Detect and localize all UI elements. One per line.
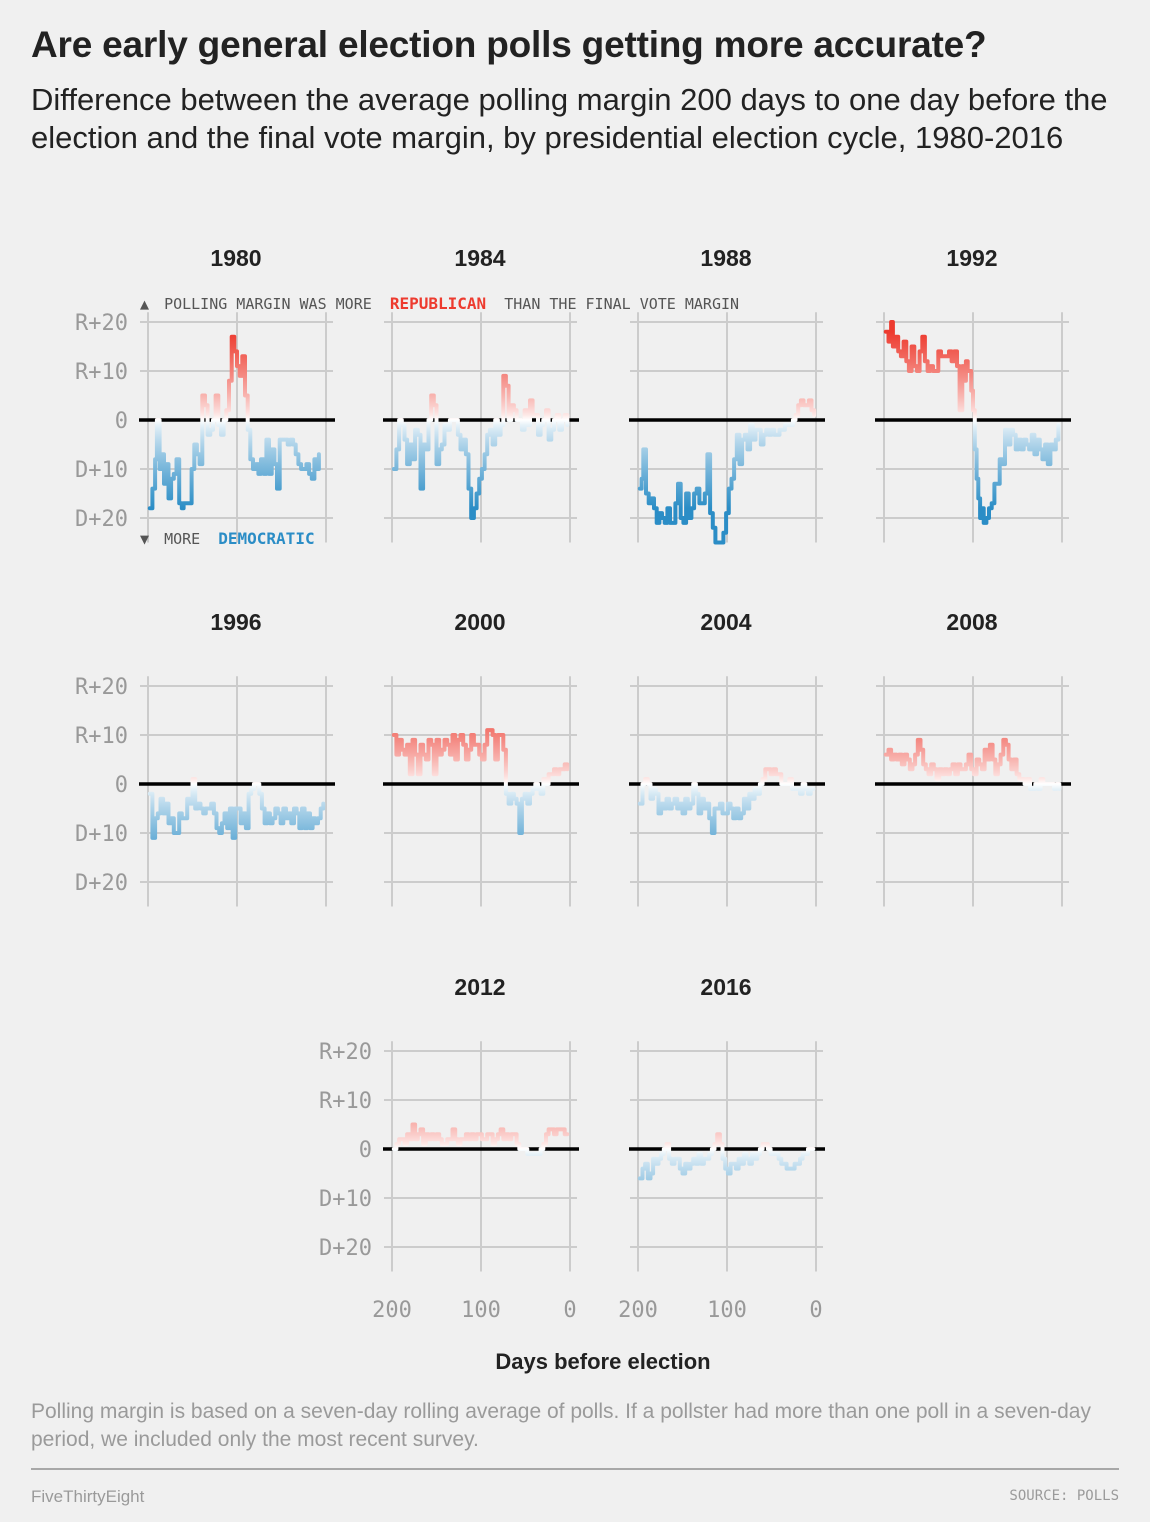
panel-title: 2012	[454, 974, 505, 1000]
panel-title: 1988	[700, 245, 751, 271]
panel-2012: 2012 R+20 R+10 0 D+10 D+20 200 100 0	[319, 974, 579, 1323]
dem-annotation-word: DEMOCRATIC	[218, 529, 314, 548]
x-tick-label: 0	[809, 1298, 822, 1323]
arrow-up-icon: ▲	[140, 295, 149, 313]
panel-title: 1996	[210, 609, 261, 635]
y-tick-label: 0	[115, 409, 128, 434]
panel-title: 2016	[700, 974, 751, 1000]
series-line-1988	[637, 398, 817, 545]
panel-title: 1992	[946, 245, 997, 271]
panel-1996: 1996 R+20 R+10 0 D+10 D+20	[75, 609, 335, 907]
panel-2000: 2000	[383, 609, 579, 907]
series-line-2004	[637, 767, 816, 835]
series-line-2008	[883, 737, 1062, 791]
rep-annotation-prefix: POLLING MARGIN WAS MORE	[164, 295, 381, 313]
legend-annotations: ▲ POLLING MARGIN WAS MORE REPUBLICAN THA…	[140, 294, 739, 548]
chart-title: Are early general election polls getting…	[31, 24, 987, 65]
x-tick-label: 100	[707, 1298, 747, 1323]
y-tick-label: R+20	[319, 1040, 372, 1065]
panel-title: 1980	[210, 245, 261, 271]
svg-text:▼ MORE DEMOCRATIC: ▼ MORE DEMOCRATIC	[140, 529, 315, 548]
y-tick-label: D+10	[75, 822, 128, 847]
panel-title: 2008	[946, 609, 997, 635]
panel-1992: 1992	[875, 245, 1071, 543]
brand-logo-text: FiveThirtyEight	[31, 1487, 145, 1506]
source-credit: SOURCE: POLLS	[1009, 1488, 1119, 1504]
y-tick-label: R+10	[319, 1089, 372, 1114]
y-tick-label: R+20	[75, 675, 128, 700]
footnote: Polling margin is based on a seven-day r…	[31, 1400, 1091, 1451]
panel-1980: 1980 R+20 R+10 0 D+10 D+20	[75, 245, 335, 543]
y-tick-label: R+10	[75, 724, 128, 749]
y-tick-label: 0	[115, 773, 128, 798]
panel-2016: 2016 200 100 0	[618, 974, 825, 1323]
y-tick-label: R+20	[75, 311, 128, 336]
panel-1988: 1988	[629, 245, 825, 545]
arrow-down-icon: ▼	[140, 530, 149, 548]
y-tick-label: R+10	[75, 360, 128, 385]
x-tick-label: 0	[563, 1298, 576, 1323]
x-tick-label: 200	[372, 1298, 412, 1323]
series-line-1992	[883, 320, 1061, 525]
series-line-1980	[147, 334, 321, 511]
dem-annotation-prefix: MORE	[164, 530, 209, 548]
panel-2004: 2004	[629, 609, 825, 907]
chart-subtitle: Difference between the average polling m…	[31, 82, 1108, 155]
rep-annotation-word: REPUBLICAN	[390, 294, 486, 313]
x-tick-label: 100	[461, 1298, 501, 1323]
panel-title: 2000	[454, 609, 505, 635]
x-axis-title: Days before election	[495, 1349, 710, 1374]
series-line-2016	[637, 1132, 816, 1181]
y-tick-label: D+20	[75, 871, 128, 896]
y-tick-label: D+10	[319, 1187, 372, 1212]
x-tick-label: 200	[618, 1298, 658, 1323]
series-line-1996	[147, 777, 326, 840]
y-tick-label: D+20	[75, 507, 128, 532]
series-line-2012	[391, 1122, 570, 1156]
panel-1984: 1984	[383, 245, 579, 543]
y-tick-label: D+20	[319, 1236, 372, 1261]
y-tick-label: D+10	[75, 458, 128, 483]
series-line-1984	[391, 373, 570, 520]
y-tick-label: 0	[359, 1138, 372, 1163]
panel-2008: 2008	[875, 609, 1071, 907]
footer-divider	[31, 1468, 1119, 1470]
series-line-2000	[391, 728, 570, 835]
panel-title: 2004	[700, 609, 751, 635]
rep-annotation-suffix: THAN THE FINAL VOTE MARGIN	[495, 295, 739, 313]
panel-title: 1984	[454, 245, 505, 271]
svg-text:▲ POLLING MARGIN WAS MOR: ▲ POLLING MARGIN WAS MORE REPUBLICAN THA…	[140, 294, 739, 313]
